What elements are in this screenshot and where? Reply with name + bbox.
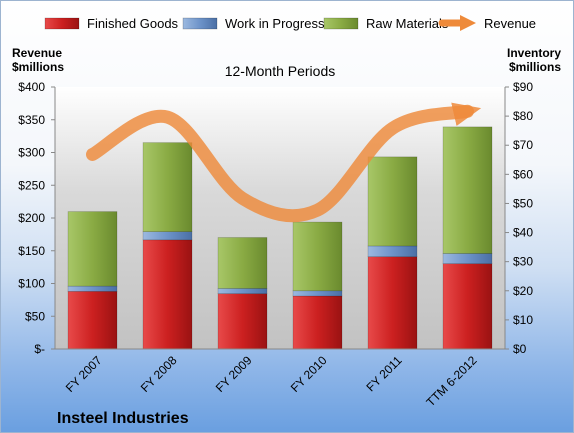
x-axis-ticks: FY 2007 FY 2008 FY 2009 FY 2010 FY 2011 TTM 6… bbox=[63, 353, 480, 409]
bar-finished-goods-fy-2009 bbox=[217, 293, 268, 350]
x-tick-label: FY 2010 bbox=[288, 353, 330, 395]
right-axis-title-line1: Inventory bbox=[507, 46, 561, 60]
legend-swatch-raw-materials bbox=[323, 17, 359, 30]
bar-raw-materials-fy-2010 bbox=[292, 221, 343, 292]
legend-item-revenue: Revenue bbox=[438, 15, 536, 31]
x-tick-label: FY 2007 bbox=[63, 353, 105, 395]
left-tick-label: $400 bbox=[18, 80, 45, 94]
chart-subtitle: 12-Month Periods bbox=[225, 63, 336, 79]
left-tick-label: $350 bbox=[18, 113, 45, 127]
bar-work-in-progress-fy-2010 bbox=[292, 290, 343, 297]
right-tick-label: $20 bbox=[513, 284, 533, 298]
x-tick-label: FY 2009 bbox=[213, 353, 255, 395]
x-tick-label: TTM 6-2012 bbox=[424, 353, 480, 409]
bars-layer bbox=[67, 126, 493, 350]
left-tick-label: $300 bbox=[18, 146, 45, 160]
right-tick-label: $80 bbox=[513, 109, 533, 123]
revenue-line-layer bbox=[86, 102, 482, 223]
left-tick-label: $200 bbox=[18, 211, 45, 225]
left-axis-ticks: $- $50 $100 $150 $200 $250 $300 $350 $400 bbox=[18, 80, 55, 356]
right-axis-ticks: $0 $10 $20 $30 $40 $50 $60 $70 $80 $90 bbox=[505, 80, 533, 356]
left-tick-label: $100 bbox=[18, 277, 45, 291]
bar-finished-goods-ttm-6-2012 bbox=[442, 263, 493, 350]
right-tick-label: $30 bbox=[513, 255, 533, 269]
left-axis-title-line2: $millions bbox=[12, 60, 64, 74]
left-tick-label: $150 bbox=[18, 244, 45, 258]
right-tick-label: $50 bbox=[513, 196, 533, 210]
bar-finished-goods-fy-2008 bbox=[142, 239, 193, 350]
right-tick-label: $0 bbox=[513, 342, 527, 356]
bar-work-in-progress-ttm-6-2012 bbox=[442, 253, 493, 265]
legend-item-finished-goods: Finished Goods bbox=[44, 16, 179, 31]
bar-work-in-progress-fy-2011 bbox=[367, 245, 418, 258]
legend-label-revenue: Revenue bbox=[484, 16, 536, 31]
legend-item-raw-materials: Raw Materials bbox=[323, 16, 449, 31]
legend-item-work-in-progress: Work in Progress bbox=[182, 16, 325, 31]
right-tick-label: $90 bbox=[513, 80, 533, 94]
right-tick-label: $10 bbox=[513, 313, 533, 327]
legend-label-raw-materials: Raw Materials bbox=[366, 16, 449, 31]
legend-label-finished-goods: Finished Goods bbox=[87, 16, 179, 31]
legend: Finished Goods Work in Progress Raw Materi… bbox=[44, 15, 536, 31]
bar-work-in-progress-fy-2008 bbox=[142, 231, 193, 241]
right-tick-label: $60 bbox=[513, 167, 533, 181]
legend-label-work-in-progress: Work in Progress bbox=[225, 16, 325, 31]
company-name: Insteel Industries bbox=[57, 410, 189, 427]
left-tick-label: $- bbox=[34, 342, 45, 356]
bar-finished-goods-fy-2007 bbox=[67, 291, 118, 350]
bar-raw-materials-fy-2007 bbox=[67, 211, 118, 287]
bar-raw-materials-fy-2008 bbox=[142, 142, 193, 232]
legend-swatch-finished-goods bbox=[44, 17, 80, 30]
bar-work-in-progress-fy-2007 bbox=[67, 285, 118, 292]
right-tick-label: $40 bbox=[513, 226, 533, 240]
left-axis-title-line1: Revenue bbox=[12, 46, 62, 60]
right-tick-label: $70 bbox=[513, 138, 533, 152]
x-tick-label: FY 2011 bbox=[363, 353, 404, 394]
bar-finished-goods-fy-2010 bbox=[292, 295, 343, 350]
legend-swatch-work-in-progress bbox=[182, 17, 218, 30]
revenue-line bbox=[86, 102, 482, 223]
bar-raw-materials-ttm-6-2012 bbox=[442, 126, 493, 254]
bar-work-in-progress-fy-2009 bbox=[217, 288, 268, 294]
left-tick-label: $250 bbox=[18, 178, 45, 192]
bar-finished-goods-fy-2011 bbox=[367, 256, 418, 350]
x-tick-label: FY 2008 bbox=[138, 353, 180, 395]
bar-raw-materials-fy-2011 bbox=[367, 156, 418, 247]
left-tick-label: $50 bbox=[25, 309, 45, 323]
right-axis-title-line2: $millions bbox=[509, 60, 561, 74]
legend-swatch-revenue-arrow bbox=[460, 15, 476, 31]
bar-raw-materials-fy-2009 bbox=[217, 237, 268, 289]
